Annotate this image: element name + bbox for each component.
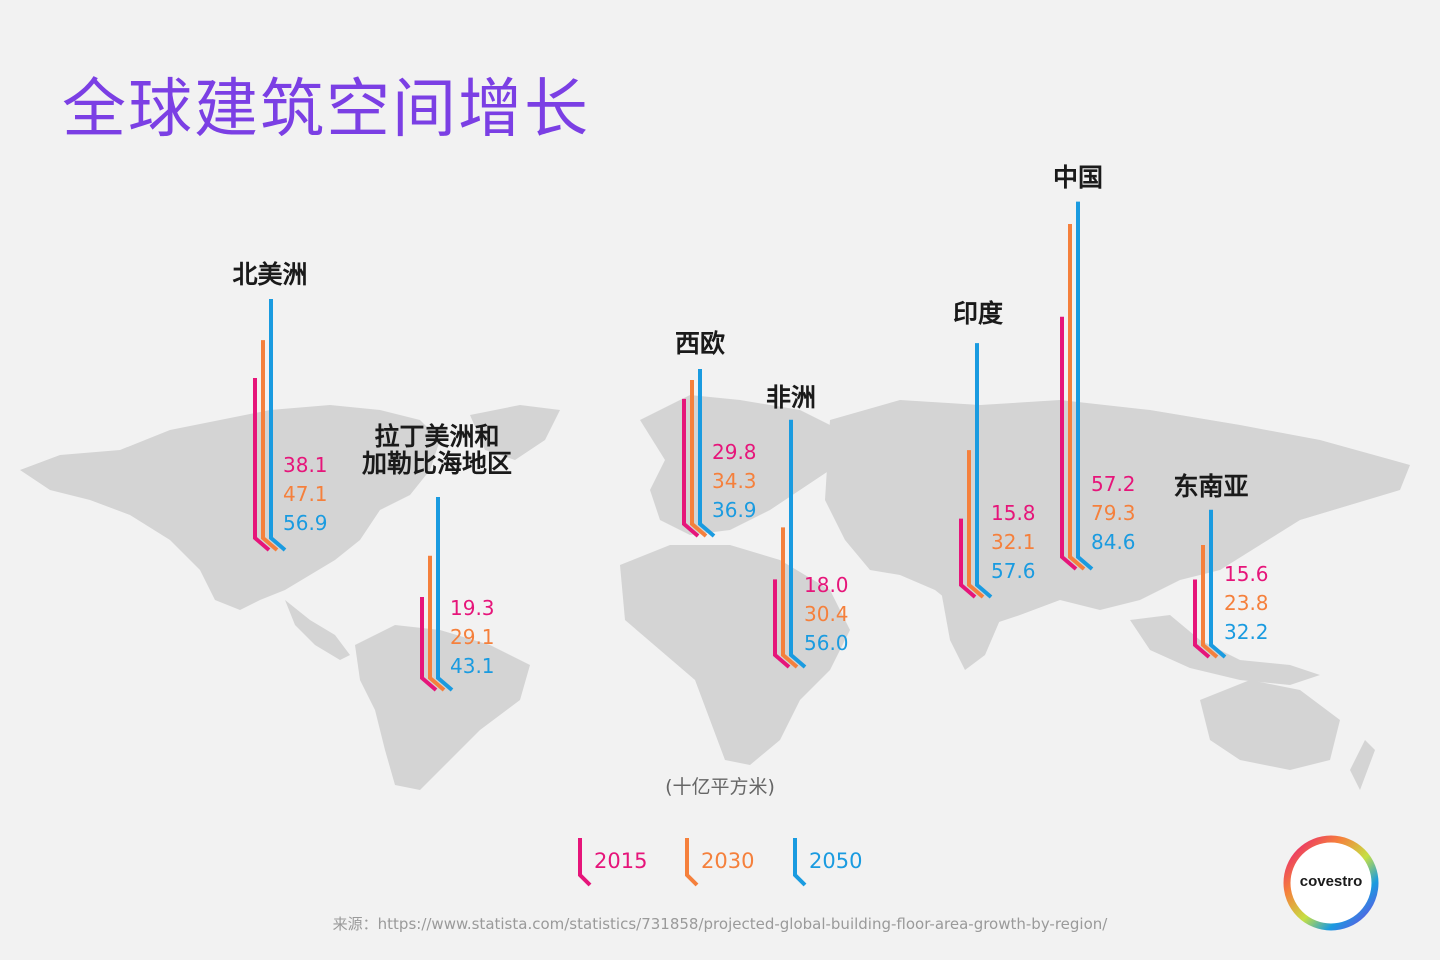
north-america-shape [20,405,440,610]
bar-2050 [436,496,454,692]
value-label: 19.3 [450,596,495,620]
value-label: 47.1 [283,482,328,506]
covestro-logo: covestro [1281,833,1381,933]
central-america-shape [285,600,350,660]
region-label: 加勒比海地区 [361,449,512,478]
value-label: 15.8 [991,501,1036,525]
logo-ring-icon [1283,835,1379,931]
bar-2030 [1068,223,1086,571]
region-label: 印度 [953,299,1003,328]
bar-2015 [253,377,271,552]
bar-2015 [420,596,438,692]
region-group: 57.2 79.3 84.6 中国 [1053,163,1136,571]
asia-shape [825,400,1410,625]
region-label: 东南亚 [1173,472,1248,501]
value-label: 56.0 [804,631,849,655]
legend-label: 2030 [701,849,754,873]
bar-2050 [698,369,716,538]
region-label: 拉丁美洲和 [374,422,499,451]
greenland-shape [470,405,560,460]
region-label: 中国 [1053,163,1103,192]
india-shape [940,585,1000,670]
bar-2030 [967,450,985,599]
region-group: 18.0 30.4 56.0 非洲 [766,383,849,669]
value-label: 43.1 [450,654,495,678]
bar-2050 [1076,201,1094,571]
legend-swatch [578,838,592,887]
legend-swatch [685,838,699,887]
value-label: 32.2 [1224,620,1269,644]
value-label: 32.1 [991,530,1036,554]
value-label: 34.3 [712,469,757,493]
value-label: 29.8 [712,440,757,464]
unit-label: (十亿平方米) [665,776,775,798]
value-label: 56.9 [283,511,328,535]
page-title: 全球建筑空间增长 [62,73,590,147]
region-label: 北美洲 [232,260,307,289]
value-label: 30.4 [804,602,849,626]
legend-swatch [793,838,807,887]
bar-2030 [781,527,799,669]
bar-2030 [428,555,446,692]
region-label: 西欧 [675,329,725,358]
value-label: 29.1 [450,625,495,649]
region-label: 非洲 [766,383,816,412]
value-label: 57.2 [1091,472,1136,496]
brand-name: covestro [1299,873,1363,890]
bar-2015 [682,398,700,538]
value-label: 18.0 [804,573,849,597]
legend-label: 2050 [809,849,862,873]
bar-2030 [690,379,708,538]
bar-2050 [975,343,993,599]
southeast-asia-shape [1130,615,1320,685]
bar-2050 [1209,509,1227,659]
value-label: 15.6 [1224,562,1269,586]
bar-2015 [773,579,791,669]
bar-2030 [1201,545,1219,659]
source-text: 来源：https://www.statista.com/statistics/7… [332,915,1108,933]
value-label: 79.3 [1091,501,1136,525]
region-group: 38.1 47.1 56.9 北美洲 [232,260,328,552]
south-america-shape [355,625,530,790]
region-group: 29.8 34.3 36.9 西欧 [675,329,757,538]
region-group: 15.8 32.1 57.6 印度 [953,299,1036,599]
bar-2030 [261,340,279,552]
value-label: 38.1 [283,453,328,477]
value-label: 36.9 [712,498,757,522]
bar-2050 [789,419,807,669]
bar-2015 [1060,316,1078,571]
new-zealand-shape [1350,740,1375,790]
bar-2015 [1193,579,1211,659]
legend-label: 2015 [594,849,647,873]
value-label: 23.8 [1224,591,1269,615]
bar-2050 [269,299,287,552]
bar-2015 [959,518,977,599]
region-group: 15.6 23.8 32.2 东南亚 [1173,472,1269,659]
australia-shape [1200,680,1340,770]
value-label: 84.6 [1091,530,1136,554]
value-label: 57.6 [991,559,1036,583]
